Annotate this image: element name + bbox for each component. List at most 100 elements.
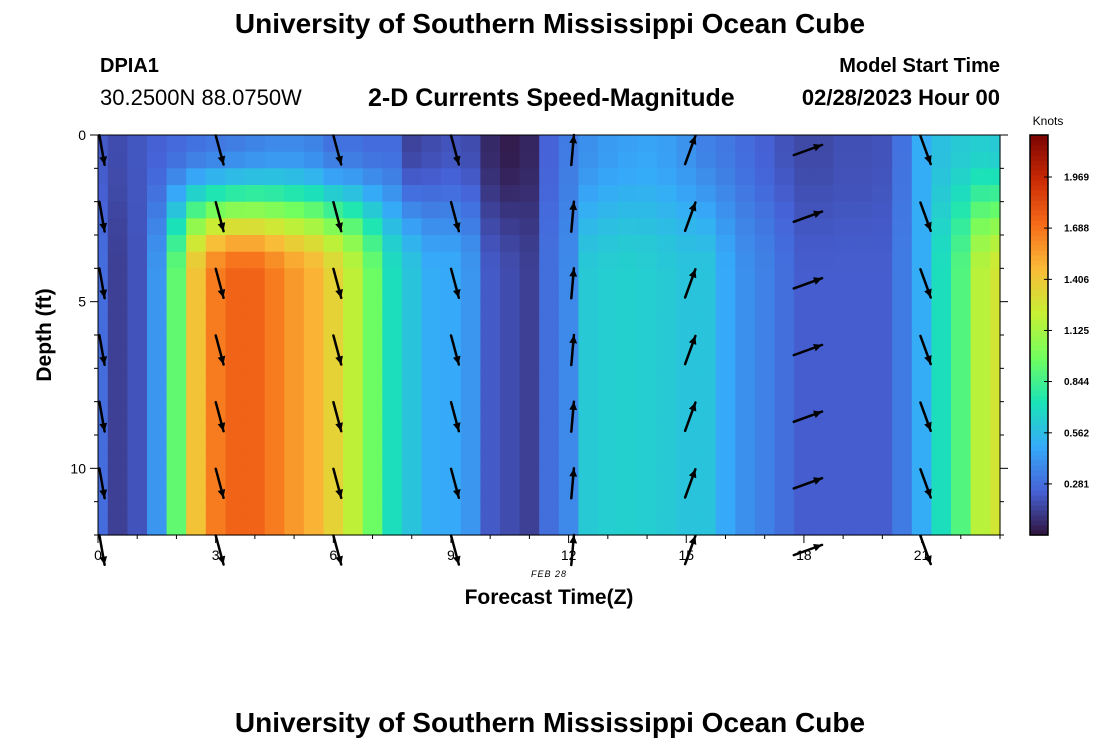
heatmap-cell	[186, 235, 207, 253]
footer-title: University of Southern Mississippi Ocean…	[234, 707, 866, 738]
colorbar: 1.969 1.688 1.406 1.125 0.844 0.562 0.281	[1029, 134, 1089, 536]
colorbar-swatch	[1030, 330, 1048, 336]
y-axis: 0 5 10	[70, 127, 1008, 536]
heatmap-cell	[205, 185, 226, 203]
heatmap-cell	[480, 368, 501, 386]
heatmap-cell	[343, 385, 364, 403]
heatmap-cell	[676, 451, 697, 469]
heatmap-cell	[990, 135, 1001, 153]
heatmap-cell	[264, 318, 285, 336]
heatmap-cell	[147, 335, 168, 353]
heatmap-cell	[931, 268, 952, 286]
heatmap-cell	[401, 168, 423, 186]
heatmap-cell	[715, 251, 736, 269]
heatmap-cell	[323, 301, 344, 319]
heatmap-cell	[598, 285, 619, 303]
heatmap-cell	[892, 201, 913, 219]
heatmap-cell	[186, 201, 207, 219]
heatmap-cell	[166, 335, 187, 353]
colorbar-tick-label: 0.562	[1064, 428, 1089, 439]
heatmap-cell	[519, 351, 540, 369]
heatmap-cell	[970, 301, 991, 319]
heatmap-cell	[401, 235, 423, 253]
heatmap-cell	[147, 518, 168, 536]
heatmap-cell	[637, 168, 658, 186]
heatmap-cell	[794, 351, 815, 369]
heatmap-cell	[107, 218, 128, 236]
heatmap-cell	[911, 251, 932, 269]
heatmap-cell	[931, 418, 952, 436]
heatmap-cell	[754, 318, 776, 336]
x-tick-label: 18	[796, 547, 812, 563]
heatmap-cell	[735, 385, 756, 403]
heatmap-cell	[578, 335, 599, 353]
heatmap-cell	[696, 501, 717, 519]
heatmap-cell	[362, 418, 383, 436]
heatmap-cell	[323, 518, 344, 536]
heatmap-cell	[951, 318, 972, 336]
heatmap-cell	[441, 518, 462, 536]
heatmap-cell	[715, 485, 736, 503]
colorbar-swatch	[1030, 295, 1048, 301]
heatmap-cell	[98, 135, 109, 153]
station-coordinates: 30.2500N 88.0750W	[100, 85, 302, 110]
heatmap-cell	[500, 235, 521, 253]
heatmap-cell	[931, 501, 952, 519]
heatmap-cell	[970, 368, 991, 386]
heatmap-cell	[107, 235, 128, 253]
heatmap-cell	[696, 468, 717, 486]
heatmap-cell	[421, 468, 442, 486]
heatmap-cell	[323, 335, 344, 353]
heatmap-cell	[441, 235, 462, 253]
colorbar-tick-label: 1.969	[1064, 173, 1089, 184]
heatmap-cell	[323, 385, 344, 403]
heatmap-cell	[735, 351, 756, 369]
heatmap-cell	[127, 418, 148, 436]
heatmap-cell	[186, 501, 207, 519]
heatmap-cell	[264, 468, 285, 486]
heatmap-cell	[441, 435, 462, 453]
heatmap-cell	[343, 418, 364, 436]
heatmap-cell	[852, 468, 874, 486]
heatmap-cell	[441, 268, 462, 286]
heatmap-cell	[205, 235, 226, 253]
heatmap-cell	[598, 501, 619, 519]
heatmap-cell	[441, 318, 462, 336]
heatmap-cell	[872, 335, 893, 353]
heatmap-cell	[656, 168, 677, 186]
current-vector-arrow	[792, 210, 824, 224]
heatmap-cell	[794, 485, 815, 503]
heatmap-cell	[637, 235, 658, 253]
heatmap-cell	[225, 451, 246, 469]
heatmap-cell	[303, 368, 325, 386]
heatmap-cell	[715, 435, 736, 453]
heatmap-cell	[362, 135, 383, 153]
heatmap-cell	[598, 235, 619, 253]
colorbar-swatch	[1030, 460, 1048, 466]
heatmap-cell	[794, 135, 815, 153]
heatmap-cell	[872, 201, 893, 219]
heatmap-cell	[460, 135, 481, 153]
heatmap-cell	[127, 185, 148, 203]
heatmap-cell	[970, 168, 991, 186]
heatmap-cell	[264, 435, 285, 453]
current-vector-arrow	[332, 134, 343, 166]
heatmap-cell	[617, 268, 638, 286]
heatmap-cell	[931, 318, 952, 336]
heatmap-cell	[421, 485, 442, 503]
heatmap-cell	[500, 168, 521, 186]
heatmap-cell	[892, 418, 913, 436]
heatmap-cell	[872, 235, 893, 253]
heatmap-cell	[833, 285, 854, 303]
heatmap-cell	[617, 251, 638, 269]
heatmap-cell	[460, 285, 481, 303]
heatmap-cell	[951, 418, 972, 436]
colorbar-swatch	[1030, 135, 1048, 141]
heatmap-cell	[637, 335, 658, 353]
heatmap-cell	[558, 401, 579, 419]
heatmap-cell	[264, 385, 285, 403]
heatmap-cell	[794, 518, 815, 536]
heatmap-cell	[401, 401, 423, 419]
heatmap-cell	[166, 201, 187, 219]
heatmap-cell	[558, 285, 579, 303]
